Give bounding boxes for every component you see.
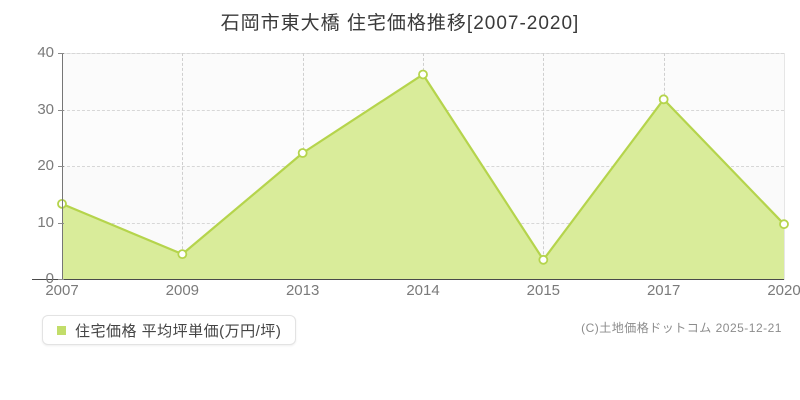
y-tick-mark (58, 53, 64, 54)
y-tick-mark (58, 222, 64, 224)
data-point-marker (177, 249, 188, 260)
y-tick-label: 10 (37, 213, 54, 231)
chart-title: 石岡市東大橋 住宅価格推移[2007-2020] (220, 13, 580, 34)
y-tick-label: 30 (37, 100, 54, 118)
gridline-vertical (182, 53, 184, 279)
y-tick-label: 0 (45, 270, 54, 287)
data-point-marker (538, 254, 549, 265)
y-tick-label: 40 (37, 44, 54, 61)
gridline-vertical (543, 53, 545, 279)
x-tick-label: 2017 (646, 282, 681, 299)
x-axis-line (32, 279, 784, 280)
series-area-fill (62, 74, 784, 279)
copyright-credit: (C)土地価格ドットコム 2025-12-21 (581, 321, 782, 335)
chart-legend: 住宅価格 平均坪単価(万円/坪) (42, 315, 297, 345)
x-tick-label: 2013 (285, 282, 320, 299)
x-tick-label: 2009 (165, 282, 200, 299)
y-tick-mark (58, 166, 64, 167)
data-point-marker (658, 94, 669, 105)
y-tick-mark (58, 109, 64, 111)
x-tick-label: 2015 (526, 282, 561, 299)
x-tick-label: 2020 (767, 282, 800, 299)
y-tick-mark (58, 279, 64, 280)
y-tick-label: 20 (37, 157, 54, 174)
x-tick-label: 2014 (406, 282, 440, 299)
legend-square-marker-icon (57, 325, 66, 335)
legend-label: 住宅価格 平均坪単価(万円/坪) (75, 322, 282, 340)
x-tick-label: 2007 (45, 282, 79, 299)
data-point-marker (418, 69, 428, 80)
data-point-marker (297, 148, 308, 158)
data-point-marker (779, 219, 789, 230)
